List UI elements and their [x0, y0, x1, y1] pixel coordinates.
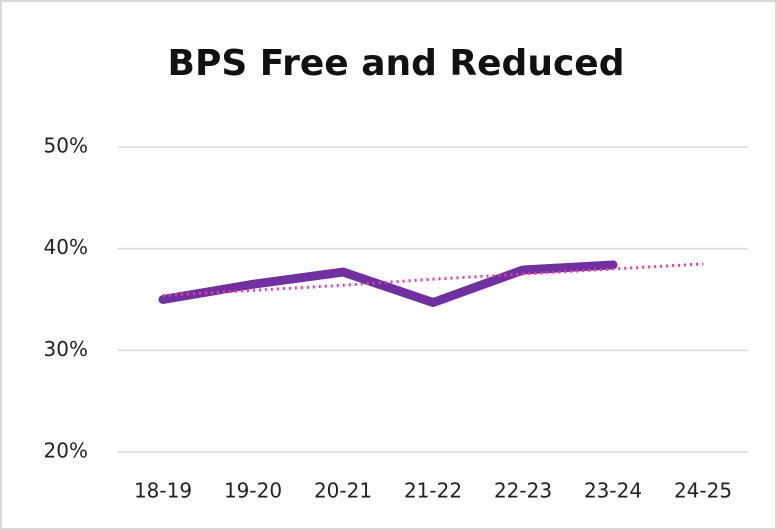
y-tick-label: 40% — [44, 235, 88, 259]
x-tick-label: 23-24 — [584, 479, 642, 503]
y-tick-label: 20% — [44, 439, 88, 463]
x-tick-label: 19-20 — [224, 479, 282, 503]
y-tick-label: 50% — [44, 134, 88, 158]
y-tick-label: 30% — [44, 337, 88, 361]
x-tick-label: 18-19 — [134, 479, 192, 503]
x-tick-label: 20-21 — [314, 479, 372, 503]
x-tick-label: 24-25 — [674, 479, 732, 503]
trendline — [162, 262, 704, 297]
x-tick-label: 21-22 — [404, 479, 462, 503]
chart-title: BPS Free and Reduced — [168, 43, 625, 84]
x-tick-label: 22-23 — [494, 479, 552, 503]
data-line — [158, 260, 618, 308]
